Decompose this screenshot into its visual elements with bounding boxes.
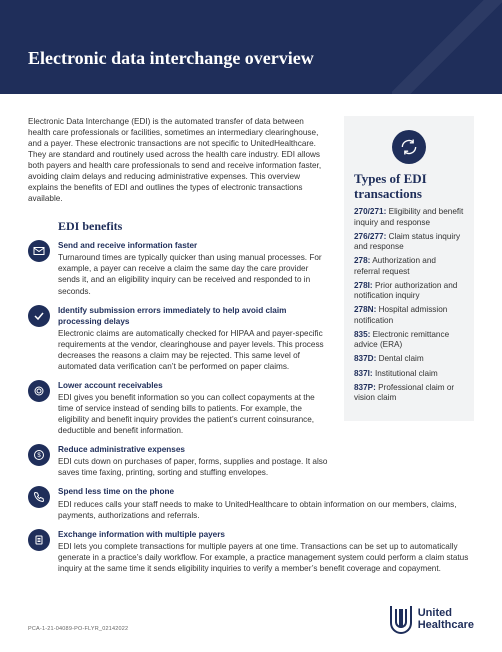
intro-paragraph: Electronic Data Interchange (EDI) is the… (28, 116, 328, 205)
benefit-text: Reduce administrative expensesEDI cuts d… (58, 444, 328, 478)
document-code: PCA-1-21-04089-PO-FLYR_02142022 (28, 626, 128, 633)
benefit-body: Electronic claims are automatically chec… (58, 328, 328, 372)
transaction-item: 270/271: Eligibility and benefit inquiry… (354, 207, 464, 228)
benefit-body: EDI cuts down on purchases of paper, for… (58, 456, 328, 478)
cycle-arrows-icon (392, 130, 426, 164)
transaction-item: 837D: Dental claim (354, 354, 464, 364)
main-column: Electronic Data Interchange (EDI) is the… (28, 116, 328, 582)
hero-banner: Electronic data interchange overview (0, 0, 502, 94)
check-icon (28, 305, 50, 327)
sidebar-box: Types of EDI transactions 270/271: Eligi… (344, 116, 474, 422)
benefit-text: Identify submission errors immediately t… (58, 305, 328, 372)
benefit-item: Send and receive information fasterTurna… (28, 240, 328, 296)
transaction-code: 837D: (354, 354, 376, 363)
brand-logo: United Healthcare (390, 606, 474, 634)
transaction-item: 278: Authorization and referral request (354, 256, 464, 277)
transaction-list: 270/271: Eligibility and benefit inquiry… (354, 207, 464, 403)
transaction-item: 837I: Institutional claim (354, 369, 464, 379)
dollar-icon: $ (28, 444, 50, 466)
benefit-text: Lower account receivablesEDI gives you b… (58, 380, 328, 436)
clipboard-icon (28, 529, 50, 551)
sidebar: Types of EDI transactions 270/271: Eligi… (344, 116, 474, 582)
transaction-code: 276/277: (354, 232, 386, 241)
svg-text:$: $ (37, 453, 41, 459)
benefit-text: Send and receive information fasterTurna… (58, 240, 328, 296)
transaction-code: 837P: (354, 383, 376, 392)
benefit-title: Reduce administrative expenses (58, 444, 328, 455)
envelope-icon (28, 240, 50, 262)
transaction-label: Dental claim (379, 354, 424, 363)
benefits-heading: EDI benefits (58, 218, 328, 234)
page: Electronic data interchange overview Ele… (0, 0, 502, 652)
sidebar-heading: Types of EDI transactions (354, 172, 464, 202)
benefits-list: Send and receive information fasterTurna… (28, 240, 328, 574)
transaction-code: 278I: (354, 281, 373, 290)
transaction-item: 835: Electronic remittance advice (ERA) (354, 330, 464, 351)
shield-icon (390, 606, 412, 634)
page-title: Electronic data interchange overview (28, 48, 474, 70)
benefit-item: Identify submission errors immediately t… (28, 305, 328, 372)
brand-name: United Healthcare (418, 608, 474, 631)
phone-icon (28, 486, 50, 508)
coin-icon (28, 380, 50, 402)
transaction-code: 837I: (354, 369, 373, 378)
transaction-item: 276/277: Claim status inquiry and respon… (354, 232, 464, 253)
benefit-title: Send and receive information faster (58, 240, 328, 251)
benefit-body: Turnaround times are typically quicker t… (58, 252, 328, 296)
footer: PCA-1-21-04089-PO-FLYR_02142022 United H… (0, 600, 502, 652)
transaction-code: 270/271: (354, 207, 386, 216)
transaction-code: 835: (354, 330, 370, 339)
transaction-item: 278N: Hospital admission notification (354, 305, 464, 326)
benefit-body: EDI gives you benefit information so you… (58, 392, 328, 436)
benefit-title: Lower account receivables (58, 380, 328, 391)
transaction-code: 278: (354, 256, 370, 265)
transaction-item: 837P: Professional claim or vision claim (354, 383, 464, 404)
benefit-title: Identify submission errors immediately t… (58, 305, 328, 327)
benefit-item: $ Reduce administrative expensesEDI cuts … (28, 444, 328, 478)
content-area: Electronic Data Interchange (EDI) is the… (0, 94, 502, 600)
transaction-label: Institutional claim (375, 369, 438, 378)
transaction-code: 278N: (354, 305, 376, 314)
transaction-item: 278I: Prior authorization and notificati… (354, 281, 464, 302)
benefit-item: Lower account receivablesEDI gives you b… (28, 380, 328, 436)
